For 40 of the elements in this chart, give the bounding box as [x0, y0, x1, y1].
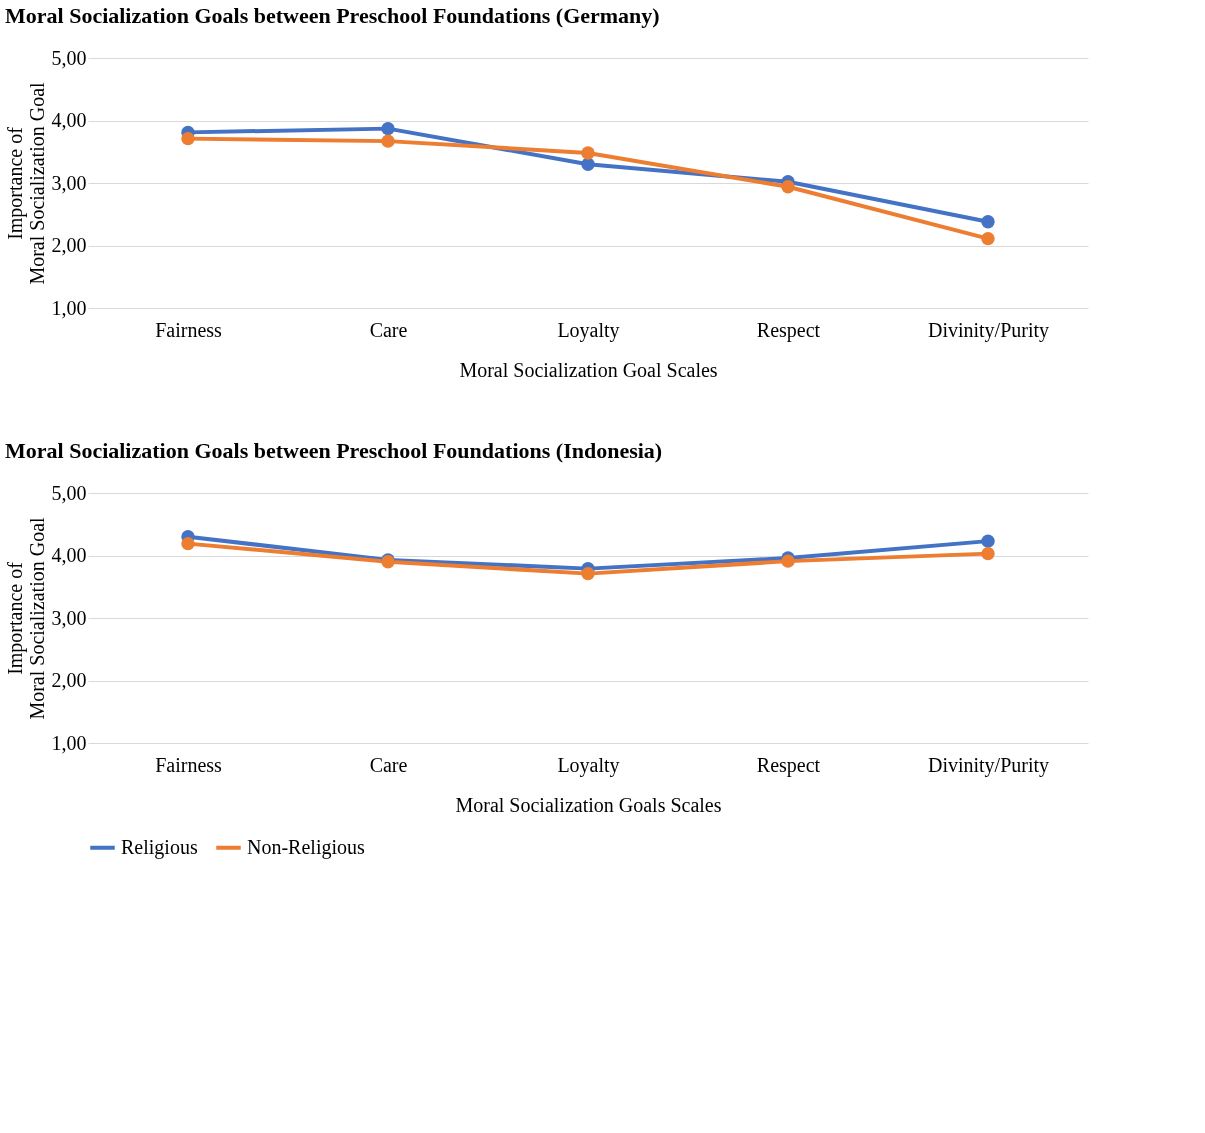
- x-tick-label: Fairness: [155, 753, 223, 776]
- point: [581, 146, 595, 160]
- legend-label: Non-Religious: [247, 835, 365, 859]
- point: [981, 215, 995, 229]
- y-axis-title: Importance of Moral Socialization Goal: [3, 516, 48, 720]
- point: [781, 180, 795, 194]
- x-tick-label: Respect: [756, 753, 821, 777]
- chart-title: Moral Socialization Goals between Preschool Foundations (Indonesia): [5, 438, 663, 463]
- point: [981, 546, 995, 561]
- y-tick-label: 3,00: [51, 171, 87, 194]
- y-tick-label: 1,00: [51, 296, 87, 319]
- y-tick-label: 3,00: [51, 606, 87, 629]
- x-axis-title: Moral Socialization Goals Scales: [455, 793, 722, 816]
- point: [181, 536, 195, 551]
- point: [981, 534, 995, 548]
- y-tick-label: 5,00: [51, 46, 87, 69]
- legend-label: Religious: [121, 835, 198, 859]
- x-tick-label: Care: [369, 753, 408, 776]
- y-tick-label: 2,00: [51, 669, 87, 691]
- x-axis-title: Moral Socialization Goal Scales: [459, 358, 718, 381]
- y-tick-label: 2,00: [51, 234, 87, 256]
- y-tick-label: 1,00: [51, 731, 87, 754]
- x-tick-label: Loyalty: [557, 753, 620, 777]
- point: [381, 121, 395, 136]
- x-tick-label: Loyalty: [557, 318, 620, 342]
- point: [181, 131, 195, 146]
- point: [581, 157, 595, 171]
- y-tick-label: 5,00: [51, 481, 87, 504]
- chart-title: Moral Socialization Goals between Preschool Foundations (Germany): [5, 3, 660, 28]
- x-tick-label: Divinity/Purity: [927, 753, 1050, 777]
- x-tick-label: Respect: [756, 318, 821, 342]
- x-tick-label: Divinity/Purity: [927, 318, 1050, 342]
- x-tick-label: Care: [369, 318, 408, 341]
- point: [981, 231, 995, 246]
- point: [581, 566, 595, 581]
- x-tick-label: Fairness: [155, 318, 223, 341]
- y-tick-label: 4,00: [51, 109, 87, 131]
- y-axis-title: Importance of Moral Socialization Goal: [3, 81, 48, 285]
- y-tick-label: 4,00: [51, 544, 87, 566]
- point: [381, 134, 395, 148]
